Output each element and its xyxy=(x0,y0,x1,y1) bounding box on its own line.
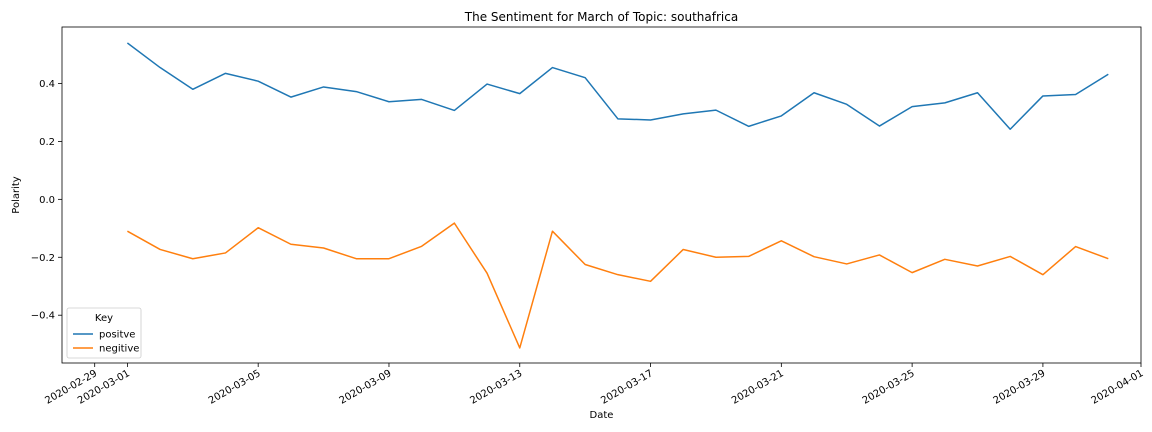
x-tick-label: 2020-03-05 xyxy=(207,368,263,407)
legend-label-negitive: negitive xyxy=(99,344,139,355)
y-tick-label: 0.0 xyxy=(39,195,55,206)
x-tick-label: 2020-03-29 xyxy=(992,368,1048,407)
y-tick-label: −0.2 xyxy=(31,253,55,264)
legend: Key positve negitive xyxy=(66,307,142,359)
x-tick-label: 2020-03-13 xyxy=(468,368,524,407)
y-tick-label: −0.4 xyxy=(31,311,55,322)
y-tick-label: 0.2 xyxy=(39,137,55,148)
x-tick-label: 2020-03-25 xyxy=(861,368,917,407)
chart-title: The Sentiment for March of Topic: southa… xyxy=(464,10,738,24)
y-axis-label: Polarity xyxy=(11,176,22,214)
x-tick-label: 2020-03-09 xyxy=(338,368,394,407)
x-axis-label: Date xyxy=(590,410,614,421)
plot-frame xyxy=(61,26,1142,364)
x-tick-label: 2020-03-21 xyxy=(730,368,786,407)
legend-title: Key xyxy=(95,313,113,324)
series-line-negitive xyxy=(127,222,1109,349)
legend-label-positve: positve xyxy=(99,330,135,341)
series-line-positve xyxy=(126,42,1109,130)
x-tick-label: 2020-03-17 xyxy=(599,368,655,407)
x-tick-label: 2020-04-01 xyxy=(1090,368,1146,407)
y-tick-label: 0.4 xyxy=(39,79,55,90)
legend-box xyxy=(66,307,142,359)
